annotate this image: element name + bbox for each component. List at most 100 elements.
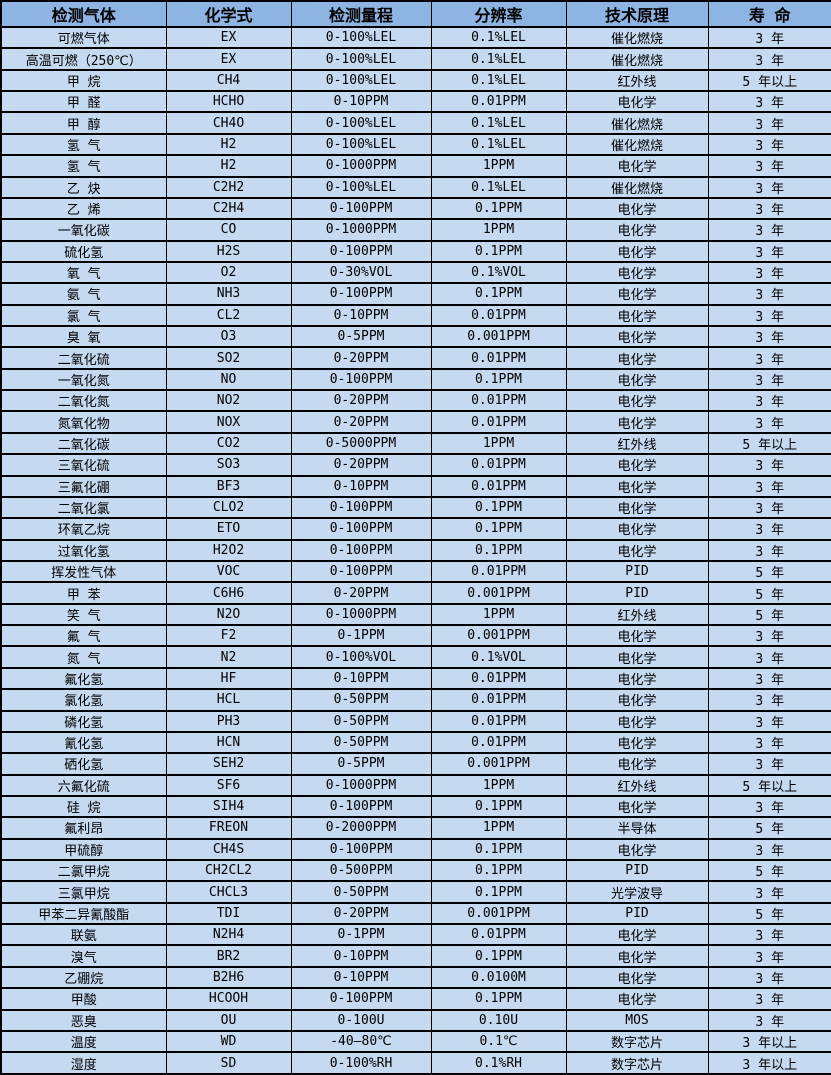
- table-row: 臭 氧 O3 0-5PPM 0.001PPM 电化学 3 年: [0, 325, 831, 349]
- cell-range: 0-500PPM: [290, 858, 432, 883]
- cell-gas: 二氧化硫: [0, 346, 167, 370]
- cell-formula: FREON: [165, 816, 292, 840]
- cell-principle: 电化学: [565, 282, 709, 306]
- cell-range: 0-100PPM: [290, 538, 432, 563]
- cell-lifespan: 3 年: [707, 923, 831, 947]
- cell-principle: 电化学: [565, 325, 709, 349]
- cell-principle: PID: [565, 559, 709, 584]
- cell-resolution: 1PPM: [430, 431, 567, 456]
- cell-principle: PID: [565, 858, 709, 883]
- cell-formula: CH4: [165, 68, 292, 93]
- cell-lifespan: 5 年以上: [707, 431, 831, 456]
- cell-formula: HCOOH: [165, 987, 292, 1011]
- cell-lifespan: 3 年: [707, 880, 831, 904]
- cell-lifespan: 3 年: [707, 367, 831, 392]
- cell-lifespan: 3 年: [707, 837, 831, 862]
- cell-principle: 电化学: [565, 944, 709, 968]
- cell-formula: SD: [165, 1051, 292, 1075]
- cell-resolution: 0.1%RH: [430, 1051, 567, 1075]
- table-row: 甲 醇 CH4O 0-100%LEL 0.1%LEL 催化燃烧 3 年: [0, 111, 831, 135]
- cell-principle: 电化学: [565, 260, 709, 285]
- cell-gas: 甲 醇: [0, 111, 167, 135]
- cell-resolution: 0.1%VOL: [430, 645, 567, 669]
- cell-principle: 电化学: [565, 239, 709, 263]
- cell-gas: 甲 烷: [0, 68, 167, 93]
- cell-formula: BF3: [165, 474, 292, 498]
- cell-range: 0-100%RH: [290, 1051, 432, 1075]
- cell-formula: H2O2: [165, 538, 292, 563]
- cell-resolution: 0.001PPM: [430, 325, 567, 349]
- table-row: 恶臭 OU 0-100U 0.10U MOS 3 年: [0, 1008, 831, 1032]
- cell-range: 0-10PPM: [290, 965, 432, 990]
- cell-resolution: 0.01PPM: [430, 453, 567, 477]
- cell-resolution: 0.1%LEL: [430, 25, 567, 50]
- cell-gas: 恶臭: [0, 1008, 167, 1032]
- cell-formula: O2: [165, 260, 292, 285]
- cell-gas: 甲 醛: [0, 90, 167, 114]
- cell-resolution: 0.1PPM: [430, 282, 567, 306]
- table-row: 溴气 BR2 0-10PPM 0.1PPM 电化学 3 年: [0, 944, 831, 968]
- cell-principle: 电化学: [565, 303, 709, 328]
- cell-lifespan: 3 年: [707, 282, 831, 306]
- table-row: 二氧化氮 NO2 0-20PPM 0.01PPM 电化学 3 年: [0, 389, 831, 413]
- cell-lifespan: 3 年: [707, 965, 831, 990]
- cell-gas: 氟化氢: [0, 666, 167, 691]
- cell-resolution: 0.01PPM: [430, 666, 567, 691]
- cell-principle: 电化学: [565, 517, 709, 541]
- table-row: 湿度 SD 0-100%RH 0.1%RH 数字芯片 3 年以上: [0, 1051, 831, 1075]
- cell-resolution: 0.1PPM: [430, 987, 567, 1011]
- cell-gas: 湿度: [0, 1051, 167, 1075]
- column-header-gas: 检测气体: [0, 0, 167, 28]
- table-row: 硫化氢 H2S 0-100PPM 0.1PPM 电化学 3 年: [0, 239, 831, 263]
- table-row: 笑 气 N2O 0-1000PPM 1PPM 红外线 5 年: [0, 602, 831, 627]
- cell-lifespan: 3 年: [707, 794, 831, 819]
- cell-range: 0-100PPM: [290, 367, 432, 392]
- table-row: 环氧乙烷 ETO 0-100PPM 0.1PPM 电化学 3 年: [0, 517, 831, 541]
- cell-gas: 氯 气: [0, 303, 167, 328]
- table-row: 过氧化氢 H2O2 0-100PPM 0.1PPM 电化学 3 年: [0, 538, 831, 563]
- cell-resolution: 0.1%LEL: [430, 175, 567, 199]
- table-row: 甲 醛 HCHO 0-10PPM 0.01PPM 电化学 3 年: [0, 90, 831, 114]
- cell-resolution: 0.1PPM: [430, 944, 567, 968]
- table-row: 三氧化硫 SO3 0-20PPM 0.01PPM 电化学 3 年: [0, 453, 831, 477]
- cell-lifespan: 5 年: [707, 858, 831, 883]
- cell-lifespan: 3 年: [707, 495, 831, 520]
- cell-lifespan: 3 年: [707, 90, 831, 114]
- table-row: 三氟化硼 BF3 0-10PPM 0.01PPM 电化学 3 年: [0, 474, 831, 498]
- cell-formula: HF: [165, 666, 292, 691]
- table-row: 三氯甲烷 CHCL3 0-50PPM 0.1PPM 光学波导 3 年: [0, 880, 831, 904]
- cell-principle: 电化学: [565, 196, 709, 221]
- cell-range: 0-30%VOL: [290, 260, 432, 285]
- cell-formula: HCHO: [165, 90, 292, 114]
- table-row: 氟 气 F2 0-1PPM 0.001PPM 电化学 3 年: [0, 624, 831, 648]
- cell-gas: 氢 气: [0, 154, 167, 178]
- table-row: 氯 气 CL2 0-10PPM 0.01PPM 电化学 3 年: [0, 303, 831, 328]
- cell-principle: PID: [565, 901, 709, 926]
- cell-range: 0-20PPM: [290, 346, 432, 370]
- cell-formula: CH2CL2: [165, 858, 292, 883]
- cell-lifespan: 3 年: [707, 111, 831, 135]
- cell-lifespan: 5 年: [707, 559, 831, 584]
- cell-lifespan: 3 年: [707, 517, 831, 541]
- cell-gas: 甲硫醇: [0, 837, 167, 862]
- cell-principle: 催化燃烧: [565, 25, 709, 50]
- table-row: 六氟化硫 SF6 0-1000PPM 1PPM 红外线 5 年以上: [0, 773, 831, 797]
- table-row: 二氧化碳 CO2 0-5000PPM 1PPM 红外线 5 年以上: [0, 431, 831, 456]
- cell-resolution: 1PPM: [430, 816, 567, 840]
- cell-resolution: 0.1PPM: [430, 239, 567, 263]
- cell-range: 0-100PPM: [290, 495, 432, 520]
- cell-resolution: 0.1PPM: [430, 858, 567, 883]
- table-row: 乙 烯 C2H4 0-100PPM 0.1PPM 电化学 3 年: [0, 196, 831, 221]
- cell-range: 0-50PPM: [290, 688, 432, 712]
- cell-formula: B2H6: [165, 965, 292, 990]
- cell-resolution: 0.1PPM: [430, 196, 567, 221]
- cell-principle: 电化学: [565, 837, 709, 862]
- cell-formula: TDI: [165, 901, 292, 926]
- cell-formula: H2: [165, 132, 292, 157]
- cell-resolution: 1PPM: [430, 773, 567, 797]
- cell-range: 0-20PPM: [290, 453, 432, 477]
- cell-principle: 数字芯片: [565, 1051, 709, 1075]
- cell-lifespan: 3 年: [707, 389, 831, 413]
- cell-gas: 可燃气体: [0, 25, 167, 50]
- cell-principle: 催化燃烧: [565, 111, 709, 135]
